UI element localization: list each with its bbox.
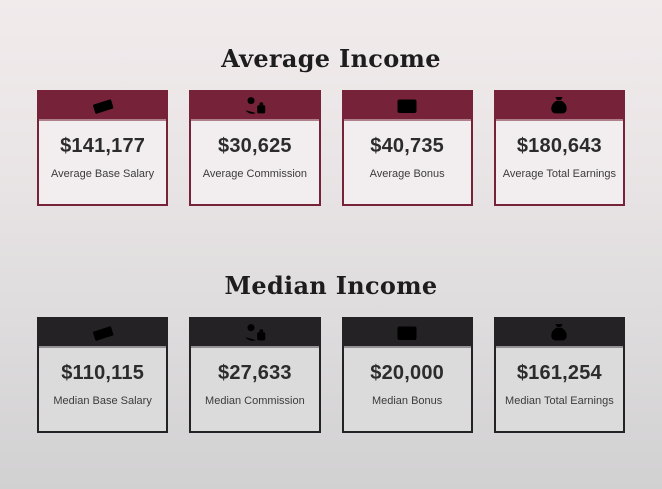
kpi-card-median-total-earnings[interactable]: $161,254 Median Total Earnings xyxy=(493,317,625,433)
kpi-label: Median Bonus xyxy=(371,395,443,407)
kpi-value: $141,177 xyxy=(60,135,146,157)
kpi-card-average-bonus[interactable]: $40,735 Average Bonus xyxy=(341,90,473,206)
kpi-label: Median Commission xyxy=(205,395,305,407)
banknote-icon xyxy=(92,98,114,114)
kpi-card-average-base-salary[interactable]: $141,177 Average Base Salary xyxy=(37,90,169,206)
money-bag-icon xyxy=(551,96,568,113)
card-header xyxy=(495,92,623,121)
card-header xyxy=(39,319,167,348)
card-body: $180,643 Average Total Earnings xyxy=(496,121,623,204)
kpi-value: $180,643 xyxy=(516,135,602,157)
card-body: $40,735 Average Bonus xyxy=(344,121,471,204)
median-income-title: Median Income xyxy=(224,271,438,300)
kpi-card-average-total-earnings[interactable]: $180,643 Average Total Earnings xyxy=(493,90,625,206)
wallet-icon xyxy=(397,99,417,113)
card-body: $20,000 Median Bonus xyxy=(344,348,471,431)
kpi-card-median-bonus[interactable]: $20,000 Median Bonus xyxy=(341,317,473,433)
card-header xyxy=(343,92,471,121)
kpi-value: $161,254 xyxy=(516,362,602,384)
kpi-card-average-commission[interactable]: $30,625 Average Commission xyxy=(189,90,321,206)
kpi-label: Average Bonus xyxy=(369,168,445,180)
card-body: $27,633 Median Commission xyxy=(191,348,318,431)
card-header xyxy=(343,319,471,348)
kpi-value: $110,115 xyxy=(61,362,145,384)
card-header xyxy=(39,92,167,121)
kpi-value: $40,735 xyxy=(370,135,444,157)
card-body: $161,254 Median Total Earnings xyxy=(496,348,623,431)
kpi-label: Average Commission xyxy=(202,168,308,180)
wallet-icon xyxy=(397,326,417,340)
commission-icon xyxy=(245,95,266,114)
card-body: $141,177 Average Base Salary xyxy=(39,121,166,204)
card-body: $110,115 Median Base Salary xyxy=(39,348,166,431)
average-income-title: Average Income xyxy=(221,44,441,73)
kpi-value: $30,625 xyxy=(218,135,292,157)
card-header xyxy=(191,319,319,348)
kpi-value: $20,000 xyxy=(370,362,444,384)
card-header xyxy=(191,92,319,121)
kpi-label: Median Total Earnings xyxy=(505,395,614,407)
money-bag-icon xyxy=(551,323,568,340)
card-body: $30,625 Average Commission xyxy=(191,121,318,204)
kpi-card-median-commission[interactable]: $27,633 Median Commission xyxy=(189,317,321,433)
kpi-label: Average Total Earnings xyxy=(502,168,617,180)
kpi-label: Average Base Salary xyxy=(51,168,155,180)
card-header xyxy=(495,319,623,348)
kpi-label: Median Base Salary xyxy=(53,395,152,407)
banknote-icon xyxy=(92,325,114,341)
kpi-card-median-base-salary[interactable]: $110,115 Median Base Salary xyxy=(37,317,169,433)
commission-icon xyxy=(245,322,266,341)
kpi-value: $27,633 xyxy=(218,362,292,384)
median-cards-row: $110,115 Median Base Salary $27,633 Medi… xyxy=(0,317,662,433)
average-cards-row: $141,177 Average Base Salary $30,625 Ave… xyxy=(0,90,662,206)
